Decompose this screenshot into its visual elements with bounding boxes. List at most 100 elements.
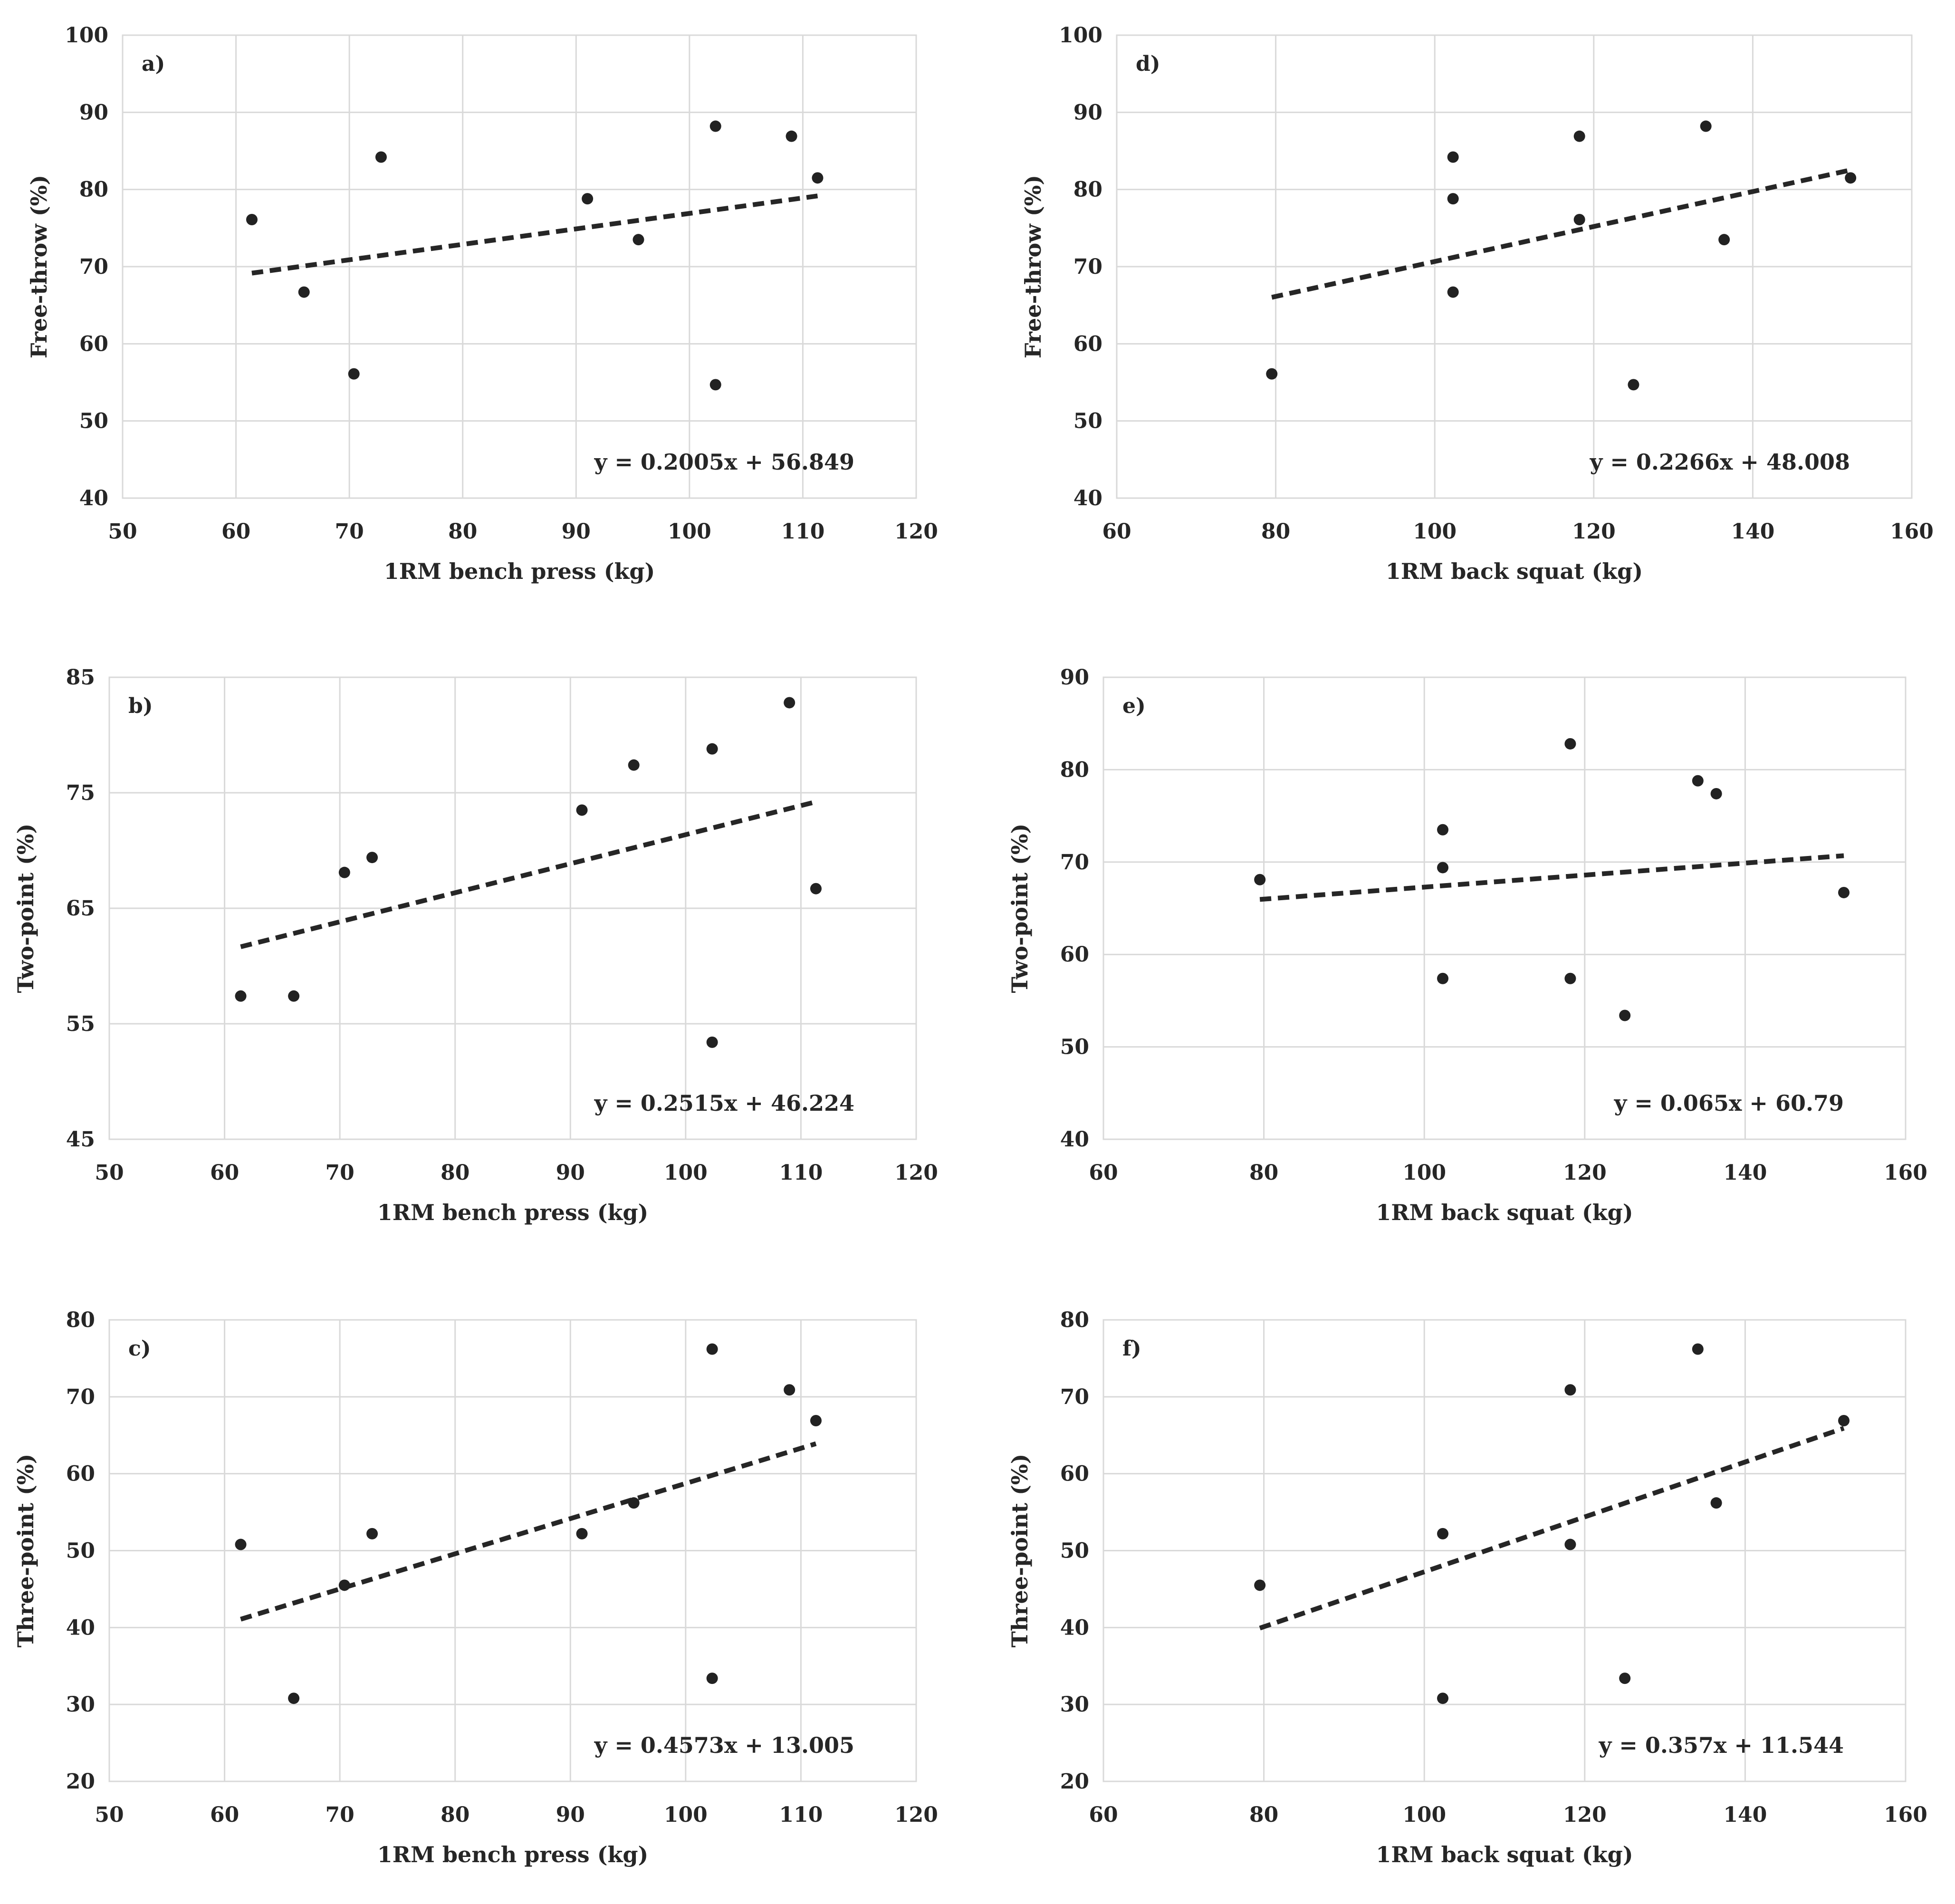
x-tick-label: 140 <box>1723 1803 1767 1827</box>
data-point <box>576 1528 588 1539</box>
x-tick-label: 60 <box>1102 519 1131 544</box>
data-point <box>812 172 824 184</box>
data-point <box>706 743 718 755</box>
data-point <box>1437 1692 1449 1704</box>
regression-equation: y = 0.4573x + 13.005 <box>594 1732 854 1758</box>
y-tick-label: 40 <box>1060 1616 1089 1640</box>
y-tick-label: 70 <box>1060 850 1089 875</box>
x-axis-title: 1RM bench press (kg) <box>384 558 655 584</box>
x-tick-label: 160 <box>1884 1161 1927 1185</box>
trendline <box>240 799 817 949</box>
data-point <box>784 1384 795 1396</box>
trendline <box>251 193 818 276</box>
x-axis-title: 1RM bench press (kg) <box>377 1200 649 1225</box>
x-tick-label: 70 <box>335 519 364 544</box>
y-tick-label: 50 <box>66 1539 95 1563</box>
data-point <box>298 286 310 298</box>
y-tick-label: 50 <box>79 409 108 433</box>
x-tick-label: 70 <box>326 1803 355 1827</box>
y-tick-label: 50 <box>1060 1035 1089 1059</box>
regression-equation: y = 0.357x + 11.544 <box>1599 1732 1844 1758</box>
y-tick-label: 90 <box>1073 100 1102 125</box>
y-tick-label: 45 <box>66 1127 95 1152</box>
y-tick-label: 80 <box>79 178 108 202</box>
trendline <box>1259 853 1844 902</box>
x-tick-label: 120 <box>1563 1803 1607 1827</box>
x-tick-label: 80 <box>1249 1803 1278 1827</box>
data-point <box>709 120 721 132</box>
y-axis-title: Free-throw (%) <box>1020 175 1046 358</box>
data-point <box>1710 788 1722 799</box>
data-point <box>628 759 640 771</box>
y-tick-label: 50 <box>1060 1539 1089 1563</box>
data-point <box>1838 1415 1850 1427</box>
y-tick-label: 100 <box>1059 23 1102 48</box>
x-axis-title: 1RM bench press (kg) <box>377 1842 649 1867</box>
data-point <box>1619 1673 1631 1684</box>
data-point <box>1447 193 1459 205</box>
y-tick-label: 70 <box>1073 255 1102 279</box>
y-tick-label: 60 <box>1060 1462 1089 1486</box>
x-tick-label: 120 <box>894 1803 938 1827</box>
panel-label: b) <box>128 694 153 718</box>
x-tick-label: 100 <box>668 519 711 544</box>
trendline <box>1259 1426 1845 1631</box>
y-tick-label: 80 <box>1073 178 1102 202</box>
data-point <box>235 990 247 1002</box>
data-point <box>1447 151 1459 163</box>
y-tick-label: 70 <box>79 255 108 279</box>
x-tick-label: 120 <box>1572 519 1616 544</box>
x-tick-label: 50 <box>95 1161 124 1185</box>
data-point <box>1437 862 1449 874</box>
x-tick-label: 60 <box>1089 1161 1118 1185</box>
x-tick-label: 70 <box>326 1161 355 1185</box>
data-point <box>632 234 644 246</box>
plot-area <box>122 34 917 499</box>
x-tick-label: 140 <box>1731 519 1774 544</box>
y-tick-label: 50 <box>1073 409 1102 433</box>
regression-equation: y = 0.2515x + 46.224 <box>594 1090 854 1116</box>
data-point <box>1254 874 1266 885</box>
data-point <box>709 379 721 391</box>
y-axis-title: Three-point (%) <box>1007 1454 1033 1648</box>
y-tick-label: 40 <box>1060 1127 1089 1152</box>
x-tick-label: 100 <box>664 1803 708 1827</box>
data-point <box>288 990 300 1002</box>
x-tick-label: 80 <box>1249 1161 1278 1185</box>
y-tick-label: 65 <box>66 896 95 921</box>
y-tick-label: 60 <box>1073 332 1102 356</box>
x-tick-label: 90 <box>556 1161 585 1185</box>
data-point <box>786 130 797 142</box>
y-tick-label: 70 <box>1060 1385 1089 1409</box>
x-tick-label: 120 <box>894 1161 938 1185</box>
data-point <box>235 1539 247 1550</box>
y-axis-title: Two-point (%) <box>1007 824 1033 993</box>
data-point <box>1437 972 1449 984</box>
x-tick-label: 60 <box>1089 1803 1118 1827</box>
data-point <box>810 1415 822 1427</box>
y-axis-title: Three-point (%) <box>13 1454 38 1648</box>
data-point <box>1692 775 1704 787</box>
data-point <box>628 1497 640 1509</box>
data-point <box>706 1343 718 1355</box>
y-tick-label: 75 <box>66 781 95 805</box>
data-point <box>1564 738 1576 750</box>
y-tick-label: 30 <box>1060 1692 1089 1717</box>
panel-label: f) <box>1122 1337 1141 1361</box>
data-point <box>1447 286 1459 298</box>
data-point <box>706 1673 718 1684</box>
data-point <box>1718 234 1730 246</box>
x-tick-label: 50 <box>95 1803 124 1827</box>
data-point <box>582 193 594 205</box>
data-point <box>375 151 387 163</box>
y-tick-label: 100 <box>65 23 108 48</box>
x-tick-label: 100 <box>664 1161 708 1185</box>
x-axis-title: 1RM back squat (kg) <box>1376 1200 1633 1225</box>
chart-panel-e: 40 50 60 70 80 90 60 80 100 120 140 160 1RM back squ… <box>1007 665 1927 1225</box>
data-point <box>1564 1384 1576 1396</box>
trendline <box>240 1441 817 1622</box>
data-point <box>348 368 360 380</box>
y-tick-label: 80 <box>1060 1308 1089 1332</box>
y-tick-label: 40 <box>66 1616 95 1640</box>
x-tick-label: 120 <box>894 519 938 544</box>
